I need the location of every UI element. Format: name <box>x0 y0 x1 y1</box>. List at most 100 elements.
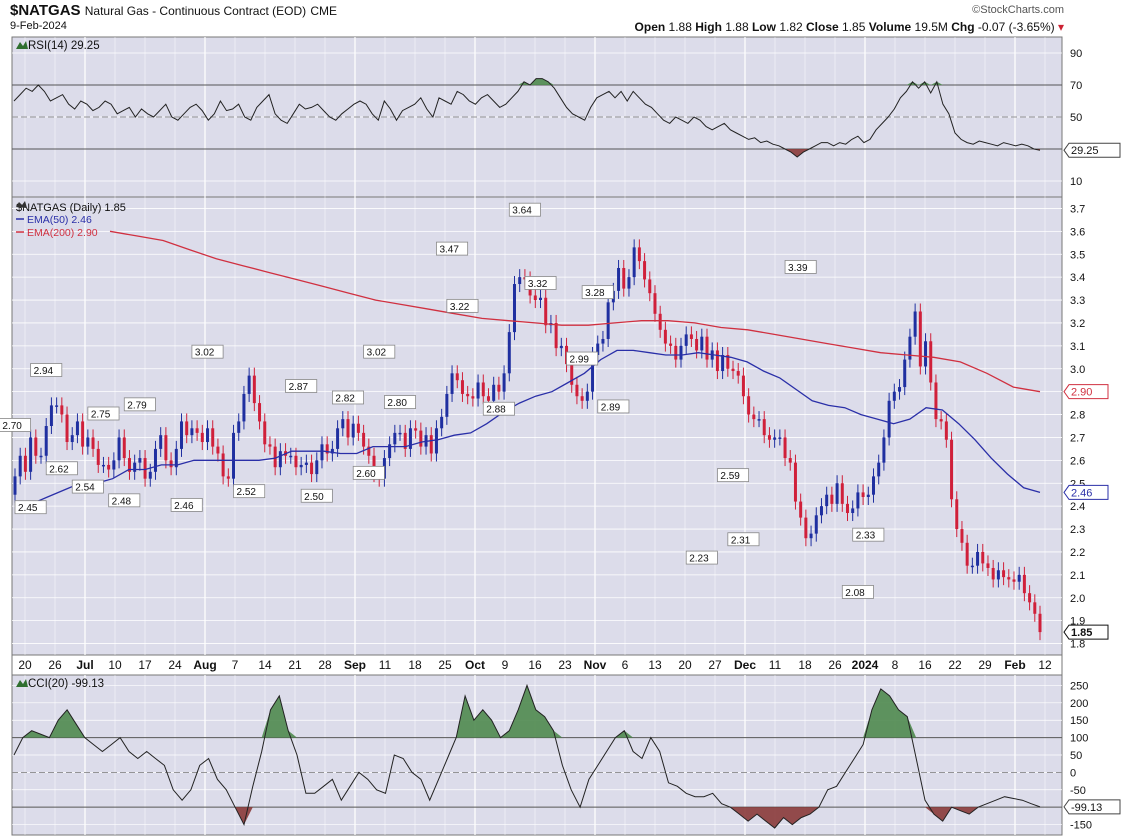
price-callout-box <box>685 550 718 565</box>
price-callout-box <box>123 397 156 412</box>
rsi-y-tick: 70 <box>1070 80 1082 92</box>
cci-y-tick: 250 <box>1070 680 1088 692</box>
candle-body <box>278 451 282 468</box>
price-callout-box <box>566 351 599 366</box>
price-callout-label: 3.02 <box>195 348 215 359</box>
date-tick-label: 7 <box>232 658 239 672</box>
candle-body <box>991 567 995 580</box>
candle-body <box>559 345 563 349</box>
source-brand: ©StockCharts.com <box>972 4 1064 16</box>
price-callout-label: 3.22 <box>450 302 470 313</box>
candle-body <box>96 448 100 465</box>
date-tick-label: 14 <box>258 658 272 672</box>
candle-body <box>960 529 964 543</box>
candle-body <box>663 329 667 344</box>
candle-body <box>419 430 423 447</box>
price-y-tick: 3.6 <box>1070 226 1085 238</box>
candle-body <box>643 261 647 280</box>
candle-body <box>783 437 787 459</box>
candle-body <box>877 462 881 477</box>
chg-value: -0.07 (-3.65%) <box>977 20 1055 34</box>
date-tick-label: 24 <box>168 658 182 672</box>
candle-body <box>221 453 225 477</box>
candle-body <box>122 437 126 459</box>
candle-body <box>726 355 730 369</box>
candle-body <box>898 387 902 392</box>
date-axis-strip <box>11 654 1063 676</box>
candle-body <box>512 284 516 333</box>
candle-body <box>1022 574 1026 594</box>
cci-overbought-fill <box>22 685 917 738</box>
price-callout-label: 3.64 <box>512 206 532 217</box>
price-callout-label: 2.99 <box>570 355 590 366</box>
price-callout-box <box>363 344 396 359</box>
volume-value: 19.5M <box>914 20 948 34</box>
candle-body <box>263 421 267 445</box>
candle-body <box>455 373 459 381</box>
price-callout-box <box>727 532 760 547</box>
candle-body <box>351 423 355 438</box>
candle-body <box>242 393 246 422</box>
candle-body <box>762 419 766 436</box>
price-callout-box <box>108 493 141 508</box>
candle-body <box>372 455 376 475</box>
candle-body <box>341 419 345 429</box>
candle-body <box>81 421 85 447</box>
candle-body <box>44 426 48 456</box>
close-label: Close <box>806 20 839 34</box>
candle-body <box>575 384 579 397</box>
candle-body <box>632 247 636 278</box>
candle-body <box>700 336 704 351</box>
candle-body <box>232 432 236 479</box>
candle-body <box>658 313 662 330</box>
date-tick-label: Feb <box>1004 658 1025 672</box>
candle-body <box>23 455 27 472</box>
cci-oversold-fill <box>235 807 979 829</box>
candle-body <box>486 396 490 401</box>
candle-body <box>793 462 797 502</box>
rsi-y-tick: 90 <box>1070 48 1082 60</box>
cci-line <box>13 683 1041 829</box>
price-callout-label: 2.08 <box>845 588 865 599</box>
candle-body <box>924 341 928 367</box>
candle-body <box>190 428 194 436</box>
price-callout-box <box>436 241 469 256</box>
price-callout-label: 2.87 <box>289 382 309 393</box>
instrument-name: Natural Gas - Continuous Contract (EOD) <box>84 4 307 18</box>
candle-body <box>133 462 137 472</box>
candle-body <box>580 396 584 401</box>
price-callout-box <box>841 585 874 599</box>
date-tick-label: 22 <box>948 658 962 672</box>
ema200-legend-label: EMA(200) 2.90 <box>27 227 98 239</box>
low-value: 1.82 <box>779 20 803 34</box>
cci-y-tick: 0 <box>1070 767 1076 779</box>
price-callout-label: 2.60 <box>356 469 376 480</box>
candle-body <box>882 437 886 463</box>
ema50-value-tag-box <box>1063 484 1109 500</box>
candle-body <box>903 359 907 388</box>
candle-body <box>362 432 366 447</box>
price-legend-title: $NATGAS (Daily) 1.85 <box>16 202 126 214</box>
cci-value-tag-label: -99.13 <box>1071 802 1102 814</box>
chart-date: 9-Feb-2024 <box>10 20 67 32</box>
candle-body <box>752 414 756 420</box>
date-tick-label: 20 <box>678 658 692 672</box>
candle-body <box>174 448 178 468</box>
date-tick-label: Oct <box>465 658 485 672</box>
candle-body <box>408 428 412 449</box>
candle-body <box>325 444 329 454</box>
date-tick-label: 11 <box>379 658 392 672</box>
low-label: Low <box>751 20 776 34</box>
price-callout-label: 2.79 <box>127 400 147 411</box>
date-tick-label: 17 <box>138 658 152 672</box>
rsi-indicator-icon <box>16 41 28 49</box>
candle-body <box>138 458 142 463</box>
ema50-legend-label: EMA(50) 2.46 <box>27 214 92 226</box>
candle-body <box>845 503 849 514</box>
candle-body <box>669 343 673 346</box>
candle-body <box>721 355 725 372</box>
candle-body <box>346 419 350 438</box>
date-tick-label: 20 <box>18 658 32 672</box>
candle-body <box>747 396 751 415</box>
